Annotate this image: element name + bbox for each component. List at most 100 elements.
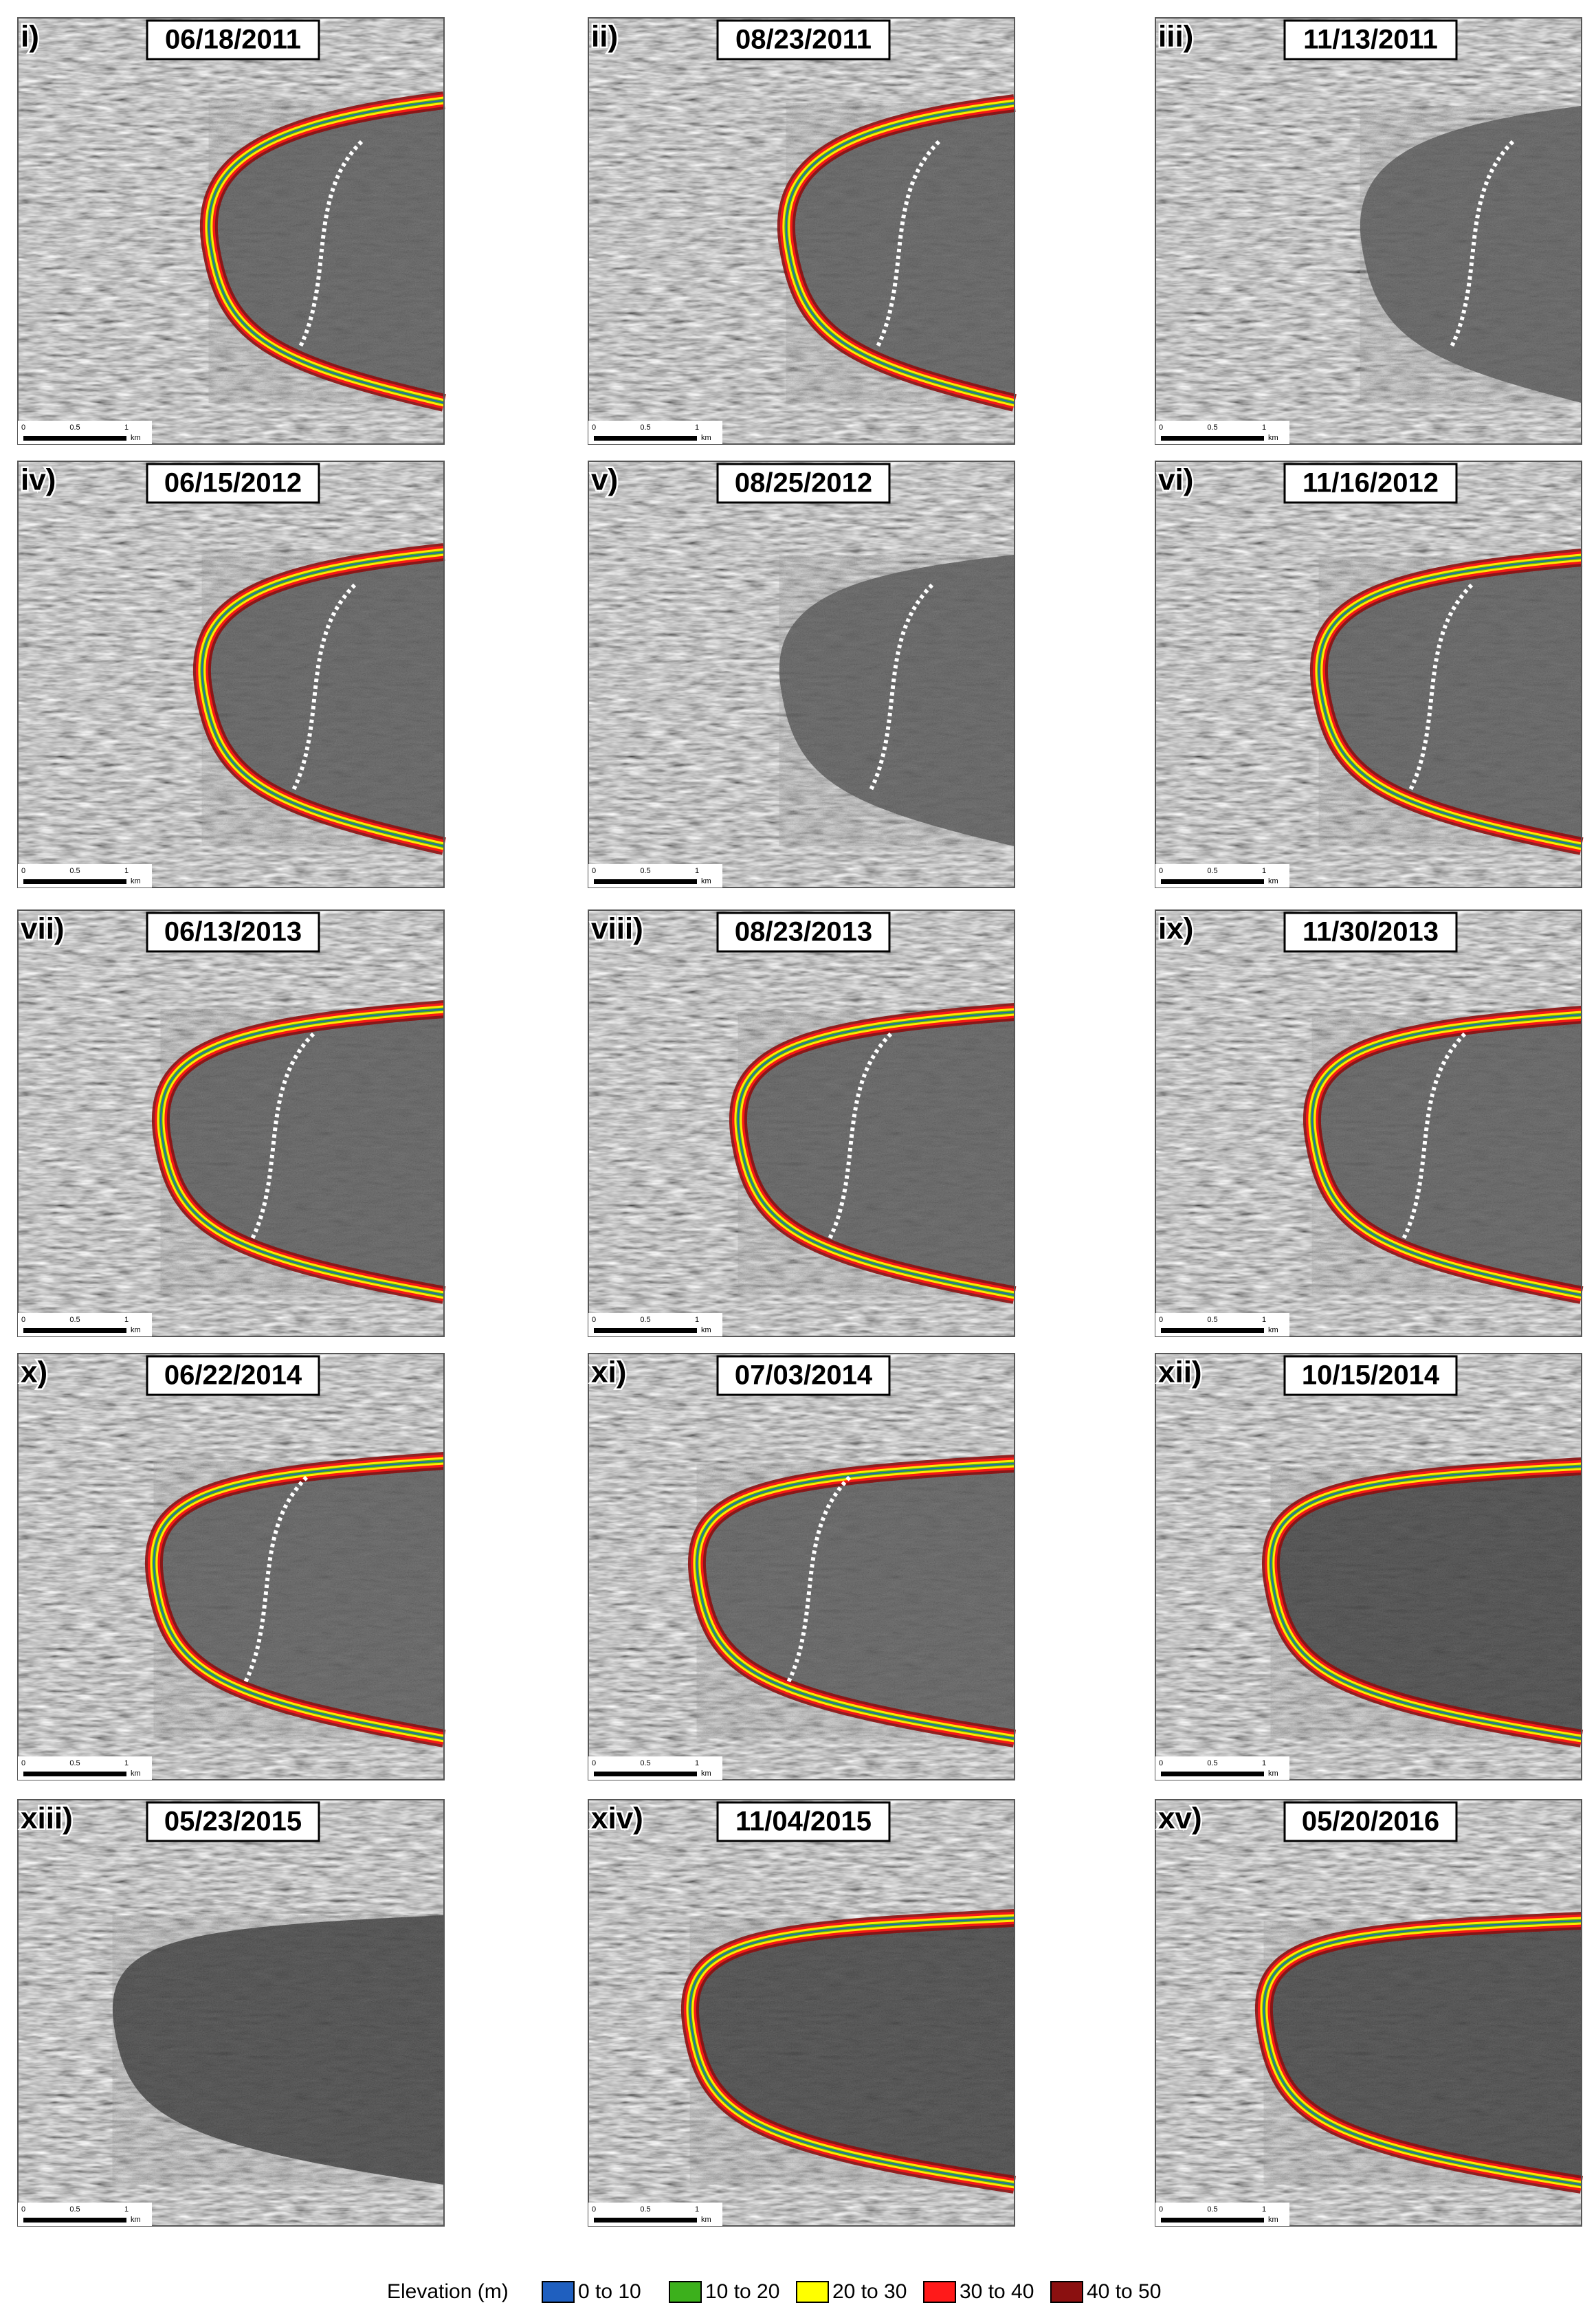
scale-tick-label: 0	[592, 1316, 596, 1324]
scale-bar	[594, 1772, 697, 1776]
date-box	[716, 1355, 891, 1396]
scale-unit: km	[701, 434, 711, 442]
scale-tick-label: 0.5	[640, 2205, 650, 2214]
date-box	[1283, 912, 1458, 953]
panel: ii) 08/23/2011 0 0.5 1km	[588, 17, 1017, 445]
panel-label: iii)	[1158, 20, 1193, 54]
water-speckle	[1311, 1015, 1582, 1295]
frame	[1155, 1353, 1582, 1780]
elevation-front	[201, 551, 445, 847]
elevation-front	[689, 1917, 1015, 2185]
scale-bar	[23, 1772, 126, 1776]
scale-bar	[1161, 436, 1264, 441]
date-box	[1283, 19, 1458, 60]
scale-bar	[23, 1328, 126, 1333]
panel-label: vi)	[1158, 463, 1193, 497]
frame	[17, 909, 445, 1337]
scale-bar	[23, 2218, 126, 2223]
scale-tick-label: 0.5	[640, 867, 650, 875]
date-box	[716, 463, 891, 504]
frame	[17, 461, 445, 888]
elevation-front	[1318, 557, 1582, 847]
scale-unit: km	[1268, 1769, 1278, 1778]
date: 11/16/2012	[1303, 468, 1439, 498]
terminus-line	[875, 140, 941, 349]
legend-title: Elevation (m)	[387, 2280, 509, 2303]
frame	[1155, 1799, 1582, 2227]
legend-swatch	[669, 2281, 702, 2303]
date: 06/15/2012	[164, 468, 302, 498]
legend-swatch	[796, 2281, 829, 2303]
terminus-line	[827, 1032, 893, 1242]
scale-tick-label: 0	[1159, 2205, 1163, 2214]
water-speckle	[201, 552, 444, 846]
panel: xiv) 11/04/2015 0 0.5 1km	[588, 1799, 1016, 2227]
panel-label: ii)	[591, 20, 618, 54]
scale-tick-label: 0	[592, 423, 596, 432]
scale-tick-label: 0.5	[640, 1316, 650, 1324]
elevation-front	[159, 1008, 445, 1296]
panel-label: v)	[591, 463, 618, 497]
frame	[1155, 461, 1582, 888]
terminus-line	[1449, 140, 1515, 349]
panel: xiii) 05/23/2015 0 0.5 1km	[17, 1799, 445, 2227]
scale-unit: km	[1268, 877, 1278, 885]
frame	[588, 909, 1015, 1337]
date: 07/03/2014	[735, 1360, 873, 1391]
scale-tick-label: 0	[21, 1759, 25, 1767]
panel-label: xii)	[1158, 1356, 1202, 1389]
scale-tick-label: 0	[592, 2205, 596, 2214]
panel: vii) 06/13/2013 0 0.5 1km	[17, 909, 446, 1337]
frame	[588, 1799, 1015, 2227]
water-speckle	[1270, 1466, 1582, 1739]
water-speckle	[689, 1918, 1015, 2185]
frame	[17, 1353, 445, 1780]
panel-label: x)	[21, 1356, 47, 1389]
terminus-line	[1401, 1032, 1467, 1242]
legend-label: 30 to 40	[960, 2280, 1034, 2303]
date-box	[716, 1801, 891, 1842]
date: 05/23/2015	[164, 1807, 302, 1837]
scale-bar	[1161, 1328, 1264, 1333]
panel-label: i)	[21, 20, 39, 54]
scale-unit: km	[701, 2216, 711, 2224]
scale-tick-label: 0	[21, 1316, 25, 1324]
date: 05/20/2016	[1302, 1807, 1439, 1837]
scale-unit: km	[131, 1769, 141, 1778]
elevation-front	[1270, 1466, 1582, 1739]
scale-unit: km	[131, 877, 141, 885]
scale-tick-label: 0.5	[69, 1759, 80, 1767]
scale-tick-label: 0	[1159, 423, 1163, 432]
scale-unit: km	[1268, 434, 1278, 442]
scale-bar	[594, 1328, 697, 1333]
panel: iii) 11/13/2011 0 0.5 1km	[1155, 17, 1582, 445]
water-speckle	[696, 1464, 1015, 1739]
scale-unit: km	[701, 1769, 711, 1778]
panel: viii) 08/23/2013 0 0.5 1km	[588, 909, 1017, 1337]
scale-tick-label: 0.5	[69, 1316, 80, 1324]
scale-tick-label: 1	[124, 423, 129, 432]
scale-tick-label: 0	[1159, 1759, 1163, 1767]
scale-tick-label: 1	[124, 1759, 129, 1767]
scale-tick-label: 0.5	[69, 2205, 80, 2214]
scale-bar	[594, 436, 697, 441]
scale-tick-label: 1	[695, 867, 699, 875]
scale-tick-label: 1	[695, 2205, 699, 2214]
scale-tick-label: 0	[592, 1759, 596, 1767]
panel-label: iv)	[21, 463, 56, 497]
date: 08/23/2011	[735, 25, 872, 55]
elevation-front	[1311, 1014, 1582, 1296]
legend-label: 0 to 10	[578, 2280, 641, 2303]
date: 06/18/2011	[165, 25, 301, 55]
date-box	[146, 1801, 320, 1842]
scale-tick-label: 0.5	[640, 423, 650, 432]
scale-unit: km	[701, 1326, 711, 1334]
scale-tick-label: 1	[124, 2205, 129, 2214]
water-speckle	[153, 1461, 444, 1739]
scale-tick-label: 1	[1262, 2205, 1266, 2214]
panel-label: ix)	[1158, 912, 1193, 946]
date-box	[146, 19, 320, 60]
frame	[588, 17, 1015, 445]
panel-label: xv)	[1158, 1802, 1202, 1835]
